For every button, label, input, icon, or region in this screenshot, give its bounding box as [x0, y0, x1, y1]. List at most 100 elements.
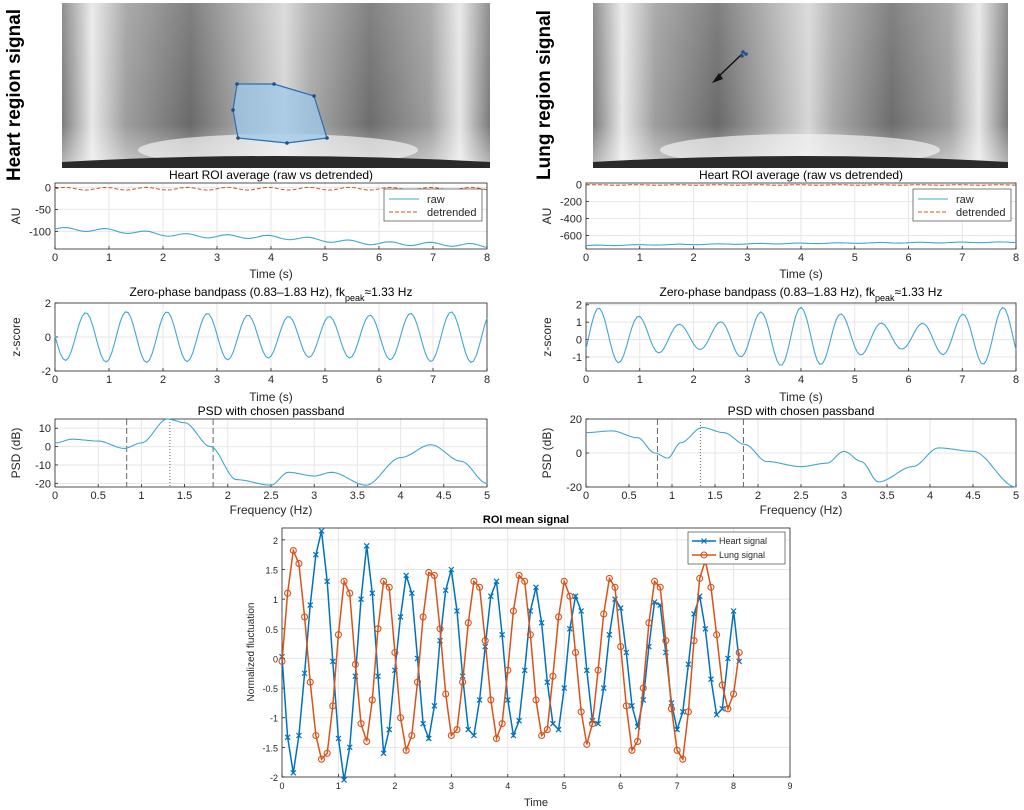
- x-tick-label: 6: [618, 781, 623, 791]
- roi-mean-signal-chart: ROI mean signal 0 1 2 3 4 5 6 7 8 9 2 1.5 1 0.5 0 -0.5 -1…: [246, 514, 793, 809]
- heart-point: [318, 528, 325, 534]
- heart-point: [544, 679, 551, 686]
- lung-point: [707, 583, 715, 591]
- chart-title: ROI mean signal: [483, 514, 569, 526]
- lung-point: [673, 746, 681, 754]
- y-tick-label: -600: [560, 230, 582, 242]
- lung-point: [634, 737, 642, 745]
- x-tick-label: 5: [484, 490, 490, 502]
- legend-marker-heart: [701, 538, 707, 544]
- roi-vertices: [231, 82, 329, 145]
- x-axis-label: Time (s): [249, 267, 293, 281]
- lung-point: [650, 577, 659, 585]
- lung-point: [543, 726, 551, 734]
- lung-point: [684, 708, 692, 716]
- lung-point: [391, 648, 399, 657]
- x-tick-label: 1: [637, 252, 643, 264]
- heart-point: [296, 732, 302, 739]
- x-axis-label: Frequency (Hz): [760, 503, 843, 517]
- heart-point: [284, 734, 291, 741]
- lung-point: [351, 660, 359, 668]
- lung-point: [560, 577, 568, 585]
- right-raw-detrended-plot: Heart ROI average (raw vs detrended) 0 1 2 3…: [540, 168, 1019, 281]
- x-tick-label: 0.5: [91, 490, 106, 502]
- right-bandpass-plot: Zero-phase bandpass (0.83–1.83 Hz), fkpe…: [540, 285, 1019, 404]
- y-tick-label: 0: [576, 448, 582, 460]
- bandpass-line: [585, 306, 1017, 366]
- lung-point: [306, 678, 314, 686]
- y-tick-label: 2: [273, 536, 278, 546]
- x-axis-label: Frequency (Hz): [230, 503, 313, 517]
- heart-point: [606, 631, 613, 638]
- legend-label-raw: raw: [427, 194, 445, 206]
- lung-point: [515, 571, 523, 579]
- heart-point: [329, 658, 336, 665]
- left-bandpass-plot: Zero-phase bandpass (0.83–1.83 Hz), fkpe…: [9, 285, 490, 404]
- x-tick-label: 3.5: [879, 490, 894, 502]
- y-tick-label: -20: [566, 482, 582, 494]
- lung-side-title: Lung region signal: [534, 10, 555, 180]
- y-tick-label: 2: [45, 298, 51, 310]
- lung-point: [447, 731, 455, 740]
- legend-marker-lung: [700, 551, 708, 559]
- x-tick-label: 3: [841, 490, 847, 502]
- heart-point: [708, 676, 714, 683]
- lung-point: [656, 583, 664, 591]
- heart-point: [600, 685, 607, 691]
- series-line: [281, 530, 740, 781]
- xray-bottom-edge: [593, 156, 1008, 168]
- x-tick-label: 5: [322, 374, 328, 386]
- lung-signal-series: [278, 546, 743, 763]
- x-tick-label: 1: [106, 374, 112, 386]
- psd-line: [586, 426, 1017, 488]
- x-tick-label: 4: [398, 490, 404, 502]
- x-tick-label: 7: [430, 374, 436, 386]
- x-tick-label: 0: [583, 252, 589, 264]
- legend-box: [912, 188, 1012, 222]
- lung-point: [645, 619, 653, 627]
- y-tick-label: 0: [576, 180, 582, 192]
- legend-label-detrended: detrended: [427, 207, 477, 219]
- lung-roi-points[interactable]: [740, 50, 748, 58]
- lung-point: [492, 734, 501, 743]
- heart-point: [380, 750, 387, 757]
- heart-point: [375, 673, 381, 680]
- heart-point: [724, 655, 731, 662]
- axes-layer: Heart ROI average (raw vs detrended) 0 1 2 3…: [9, 168, 1019, 809]
- x-tick-label: 3: [214, 374, 220, 386]
- x-tick-label: 2: [392, 781, 397, 791]
- x-tick-label: 3: [744, 252, 750, 264]
- lung-point: [374, 625, 382, 633]
- heart-point: [312, 551, 319, 558]
- lung-point: [611, 583, 619, 591]
- x-tick-label: 7: [430, 252, 436, 264]
- heart-point: [674, 726, 681, 733]
- lung-point: [340, 577, 348, 585]
- lung-point: [583, 740, 591, 748]
- lung-point: [357, 720, 365, 728]
- x-tick-label: 6: [376, 252, 382, 264]
- heart-point: [555, 726, 562, 733]
- heart-point: [403, 572, 410, 579]
- x-tick-label: 5: [322, 252, 328, 264]
- heart-side-title: Heart region signal: [4, 9, 25, 181]
- heart-point: [730, 608, 737, 614]
- heart-roi-polygon[interactable]: [232, 83, 328, 144]
- x-tick-label: 1: [138, 490, 144, 502]
- plot-title: Zero-phase bandpass (0.83–1.83 Hz), fkpe…: [130, 285, 413, 303]
- y-tick-label: 10: [39, 423, 51, 435]
- heart-point: [521, 667, 528, 674]
- legend-box: [383, 188, 483, 222]
- y-tick-label: -0.5: [262, 684, 278, 694]
- lung-point: [301, 613, 309, 621]
- lung-point: [453, 726, 461, 734]
- x-tick-label: 5: [852, 374, 858, 386]
- heart-point: [583, 667, 590, 674]
- lung-point: [419, 613, 427, 621]
- lung-point: [509, 607, 517, 615]
- x-tick-label: 7: [959, 374, 965, 386]
- legend-box: [687, 531, 786, 565]
- y-tick-label: 0: [45, 332, 51, 344]
